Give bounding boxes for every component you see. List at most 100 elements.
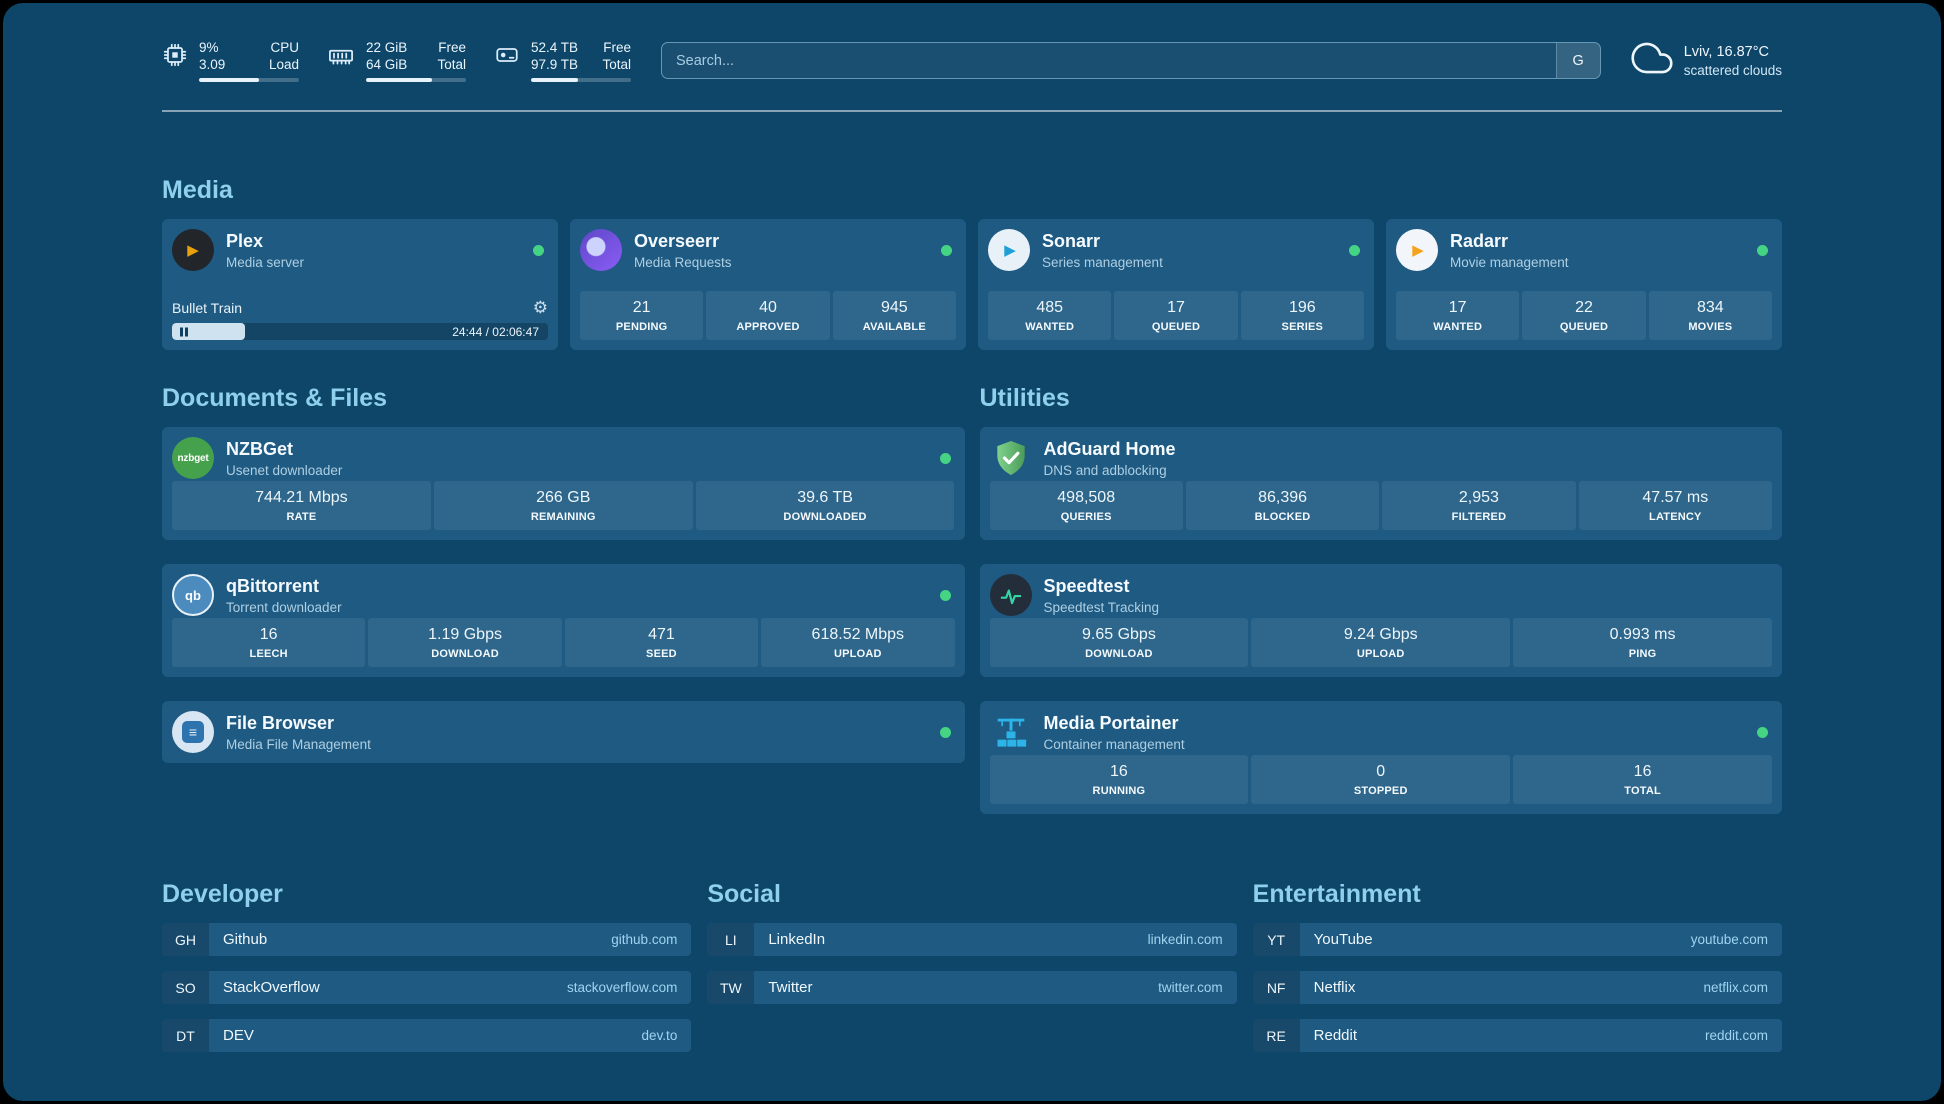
disk-widget: 52.4 TB Free 97.9 TB Total — [494, 39, 631, 82]
adguard-stats: 498,508 QUERIES 86,396 BLOCKED 2,953 FIL… — [989, 481, 1772, 530]
sonarr-titles: Sonarr Series management — [1042, 231, 1337, 270]
stat-value: 17 — [1167, 299, 1185, 316]
documents-section: Documents & Files nzbget NZBGet Usenet d… — [162, 384, 965, 763]
plex-title: Plex — [226, 230, 264, 251]
bookmarks-social: Social LI LinkedIn linkedin.com TW Twitt… — [707, 880, 1237, 1004]
speedtest-title: Speedtest — [1043, 575, 1130, 596]
qbittorrent-stat-seed: 471 SEED — [564, 618, 759, 667]
bookmark-reddit[interactable]: RE Reddit reddit.com — [1252, 1019, 1782, 1052]
plex-progress-bar[interactable]: 24:44 / 02:06:47 — [172, 323, 548, 340]
bookmark-linkedin[interactable]: LI LinkedIn linkedin.com — [707, 923, 1237, 956]
plex-card[interactable]: ▶ Plex Media server Bullet Train ⚙ — [162, 219, 558, 350]
cpu-usage-bar-fill — [199, 78, 259, 82]
plex-progress-time: 24:44 / 02:06:47 — [452, 324, 539, 339]
nzbget-stat-downloaded: 39.6 TB DOWNLOADED — [695, 481, 955, 530]
filebrowser-status-dot — [939, 726, 951, 738]
stat-value: 196 — [1288, 299, 1316, 316]
documents-section-title: Documents & Files — [162, 384, 388, 412]
memory-total: 64 GiB — [366, 57, 408, 72]
stat-value: 498,508 — [1057, 489, 1116, 506]
plex-icon: ▶ — [172, 229, 214, 271]
gear-icon[interactable]: ⚙ — [532, 298, 548, 317]
memory-total-label: Total — [437, 57, 466, 72]
nzbget-title: NZBGet — [226, 438, 293, 459]
cpu-load-label: Load — [268, 57, 299, 72]
stat-value: 485 — [1036, 299, 1064, 316]
qbittorrent-card-header: qb qBittorrent Torrent downloader — [172, 574, 955, 616]
adguard-stat-latency: 47.57 ms LATENCY — [1578, 481, 1772, 530]
qbittorrent-card[interactable]: qb qBittorrent Torrent downloader 16 LEE… — [162, 564, 965, 677]
portainer-stats: 16 RUNNING 0 STOPPED 16 TOTAL — [989, 755, 1773, 804]
bookmark-abbr: DT — [162, 1019, 209, 1052]
plex-now-playing-title: Bullet Train — [172, 299, 243, 316]
bookmark-name: Twitter — [768, 979, 813, 996]
bookmark-host: dev.to — [641, 1028, 678, 1043]
radarr-card[interactable]: ▶ Radarr Movie management 17 WANTED 22 Q… — [1386, 219, 1782, 350]
qbittorrent-icon: qb — [172, 574, 214, 616]
filebrowser-card[interactable]: ≡ File Browser Media File Management — [162, 701, 965, 763]
speedtest-card-header: Speedtest Speedtest Tracking — [989, 574, 1773, 616]
radarr-icon: ▶ — [1396, 229, 1438, 271]
bookmark-dev[interactable]: DT DEV dev.to — [162, 1019, 692, 1052]
portainer-titles: Media Portainer Container management — [1044, 713, 1746, 752]
bookmark-youtube[interactable]: YT YouTube youtube.com — [1252, 923, 1782, 956]
stat-value: 834 — [1696, 299, 1724, 316]
radarr-stat-wanted: 17 WANTED — [1396, 291, 1520, 340]
portainer-card-header: Media Portainer Container management — [990, 711, 1773, 753]
search-input[interactable] — [662, 43, 1556, 78]
stat-value: 471 — [648, 626, 675, 643]
bookmark-stackoverflow[interactable]: SO StackOverflow stackoverflow.com — [162, 971, 692, 1004]
nzbget-logo-text: nzbget — [177, 452, 209, 464]
sonarr-subtitle: Series management — [1042, 254, 1163, 270]
bookmark-abbr: GH — [162, 923, 209, 956]
search-provider-button[interactable]: G — [1555, 43, 1600, 78]
bookmark-twitter[interactable]: TW Twitter twitter.com — [707, 971, 1237, 1004]
memory-usage-bar-fill — [366, 78, 432, 82]
nzbget-card-header: nzbget NZBGet Usenet downloader — [172, 437, 955, 479]
qbittorrent-stat-leech: 16 LEECH — [172, 618, 366, 667]
cpu-label: CPU — [270, 40, 299, 55]
stat-label: QUERIES — [1060, 511, 1112, 523]
sonarr-card-header: ▶ Sonarr Series management — [988, 229, 1364, 271]
bookmark-name: DEV — [223, 1027, 254, 1044]
adguard-stat-queries: 498,508 QUERIES — [989, 481, 1183, 530]
bookmark-name: YouTube — [1313, 931, 1373, 948]
stat-label: PING — [1628, 648, 1657, 660]
adguard-titles: AdGuard Home DNS and adblocking — [1044, 439, 1773, 478]
pause-icon[interactable] — [180, 327, 188, 336]
bookmark-netflix[interactable]: NF Netflix netflix.com — [1252, 971, 1782, 1004]
developer-section-title: Developer — [162, 880, 283, 908]
adguard-card[interactable]: AdGuard Home DNS and adblocking 498,508 … — [979, 427, 1782, 540]
bookmark-host: twitter.com — [1158, 980, 1223, 995]
filebrowser-icon: ≡ — [172, 711, 214, 753]
bookmark-abbr: YT — [1252, 923, 1300, 956]
overseerr-titles: Overseerr Media Requests — [634, 231, 929, 270]
plex-card-header: ▶ Plex Media server — [172, 229, 548, 271]
plex-status-dot — [533, 244, 544, 256]
bookmark-github[interactable]: GH Github github.com — [162, 923, 692, 956]
stat-value: 16 — [259, 626, 278, 643]
speedtest-card[interactable]: Speedtest Speedtest Tracking 9.65 Gbps D… — [979, 564, 1782, 677]
stat-label: TOTAL — [1624, 785, 1661, 797]
weather-condition: scattered clouds — [1683, 62, 1782, 78]
stat-label: LATENCY — [1649, 511, 1702, 523]
sonarr-card[interactable]: ▶ Sonarr Series management 485 WANTED 17… — [978, 219, 1374, 350]
nzbget-card[interactable]: nzbget NZBGet Usenet downloader 744.21 M… — [162, 427, 965, 540]
stat-value: 266 GB — [536, 489, 591, 506]
qbittorrent-subtitle: Torrent downloader — [226, 599, 342, 615]
stat-value: 0 — [1376, 763, 1386, 780]
memory-readout: 22 GiB Free 64 GiB Total — [366, 39, 466, 82]
portainer-card[interactable]: Media Portainer Container management 16 … — [979, 701, 1782, 814]
overseerr-title: Overseerr — [634, 230, 720, 251]
bookmark-name: Reddit — [1313, 1027, 1358, 1044]
adguard-shield-icon — [990, 437, 1032, 479]
radarr-stats: 17 WANTED 22 QUEUED 834 MOVIES — [1396, 291, 1772, 340]
entertainment-section-title: Entertainment — [1252, 880, 1421, 908]
radarr-titles: Radarr Movie management — [1450, 231, 1745, 270]
overseerr-card[interactable]: Overseerr Media Requests 21 PENDING 40 A… — [570, 219, 966, 350]
stat-value: 16 — [1633, 763, 1652, 780]
overseerr-subtitle: Media Requests — [634, 254, 732, 270]
stat-label: QUEUED — [1559, 321, 1609, 333]
documents-cards: nzbget NZBGet Usenet downloader 744.21 M… — [162, 427, 965, 763]
sonarr-status-dot — [1349, 244, 1360, 256]
